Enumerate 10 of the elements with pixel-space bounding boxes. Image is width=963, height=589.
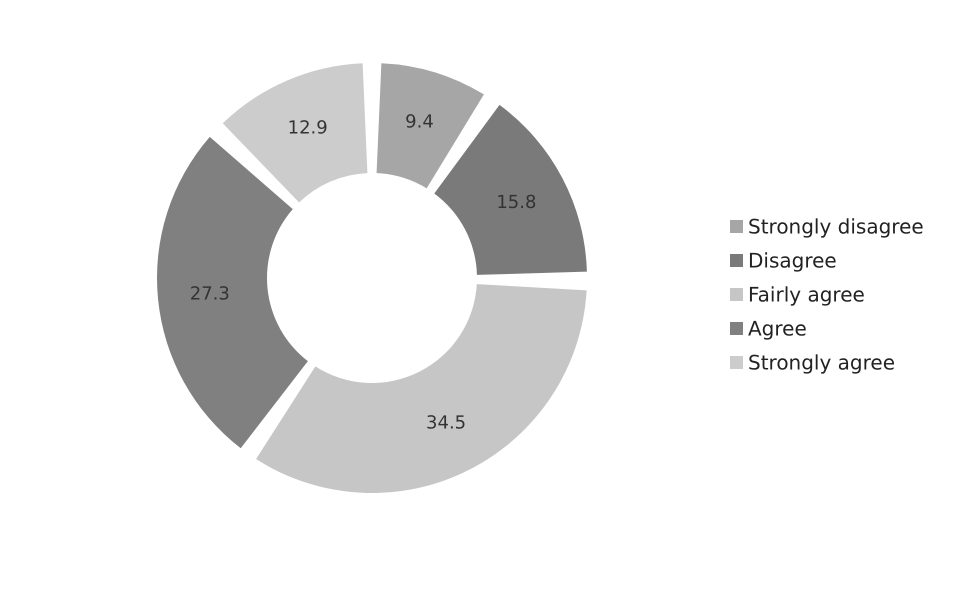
legend-label: Strongly disagree xyxy=(748,214,924,238)
data-label: 34.5 xyxy=(426,412,466,434)
data-label: 27.3 xyxy=(190,284,230,305)
legend-label: Disagree xyxy=(748,248,837,272)
data-label: 15.8 xyxy=(496,192,536,213)
legend-label: Fairly agree xyxy=(748,282,865,306)
data-label: 12.9 xyxy=(288,118,328,139)
legend-label: Agree xyxy=(748,316,807,340)
legend-label: Strongly agree xyxy=(748,350,896,374)
data-label: 9.4 xyxy=(405,112,434,133)
